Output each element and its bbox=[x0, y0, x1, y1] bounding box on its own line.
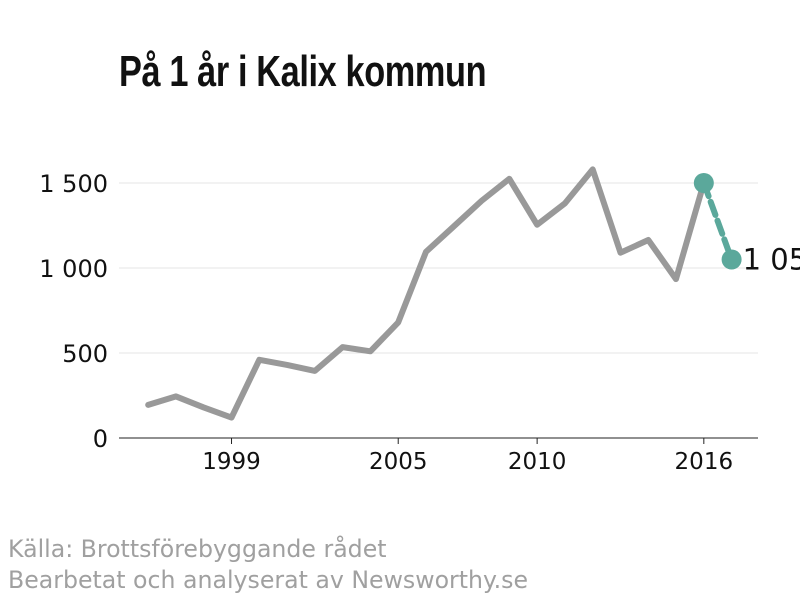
source-text: Källa: Brottsförebyggande rådet bbox=[8, 535, 387, 563]
tick-labels: 0 500 1 000 1 500 1999 2005 2010 2016 bbox=[39, 170, 733, 475]
x-tick-label: 2010 bbox=[508, 449, 567, 475]
highlight-series: 1 050 bbox=[693, 173, 800, 277]
y-tick-label: 1 500 bbox=[39, 170, 108, 198]
y-tick-label: 0 bbox=[93, 425, 108, 453]
footer: Källa: Brottsförebyggande rådet Bearbeta… bbox=[8, 534, 536, 596]
gridlines bbox=[119, 182, 758, 354]
axes bbox=[119, 437, 758, 444]
x-tick-label: 1999 bbox=[202, 449, 261, 475]
series-line bbox=[145, 166, 707, 421]
chart-title: På 1 år i Kalix kommun bbox=[119, 47, 487, 96]
x-tick-label: 2016 bbox=[675, 449, 734, 475]
credit-text: Bearbetat och analyserat av Newsworthy.s… bbox=[8, 566, 529, 594]
x-tick-label: 2005 bbox=[369, 449, 428, 475]
end-value-label: 1 050 bbox=[743, 243, 800, 277]
end-point-marker bbox=[721, 249, 742, 270]
start-point-marker bbox=[693, 173, 714, 193]
series bbox=[145, 166, 707, 421]
highlight-segment bbox=[700, 180, 735, 263]
y-tick-label: 1 000 bbox=[39, 255, 108, 283]
y-tick-label: 500 bbox=[62, 340, 108, 368]
